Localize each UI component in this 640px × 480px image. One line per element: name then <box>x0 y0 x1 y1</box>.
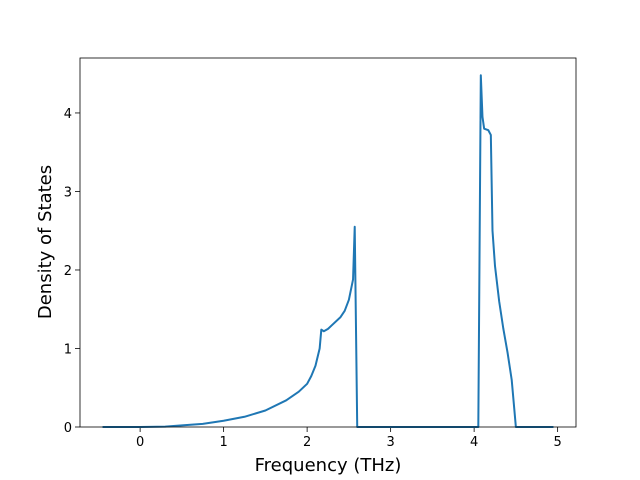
x-tick-label: 3 <box>386 435 394 450</box>
dos-line <box>102 74 554 428</box>
x-axis-label: Frequency (THz) <box>255 455 402 476</box>
y-tick-label: 3 <box>64 185 72 200</box>
y-axis-label: Density of States <box>35 165 56 319</box>
y-tick-label: 1 <box>64 342 72 357</box>
y-tick-label: 4 <box>64 107 72 122</box>
x-tick-label: 2 <box>303 435 311 450</box>
x-tick-label: 5 <box>553 435 561 450</box>
x-tick-label: 1 <box>219 435 227 450</box>
x-tick-label: 4 <box>470 435 478 450</box>
y-tick-label: 2 <box>64 264 72 279</box>
y-tick-label: 0 <box>64 421 72 436</box>
x-tick-label: 0 <box>136 435 144 450</box>
plot-frame <box>79 57 577 428</box>
